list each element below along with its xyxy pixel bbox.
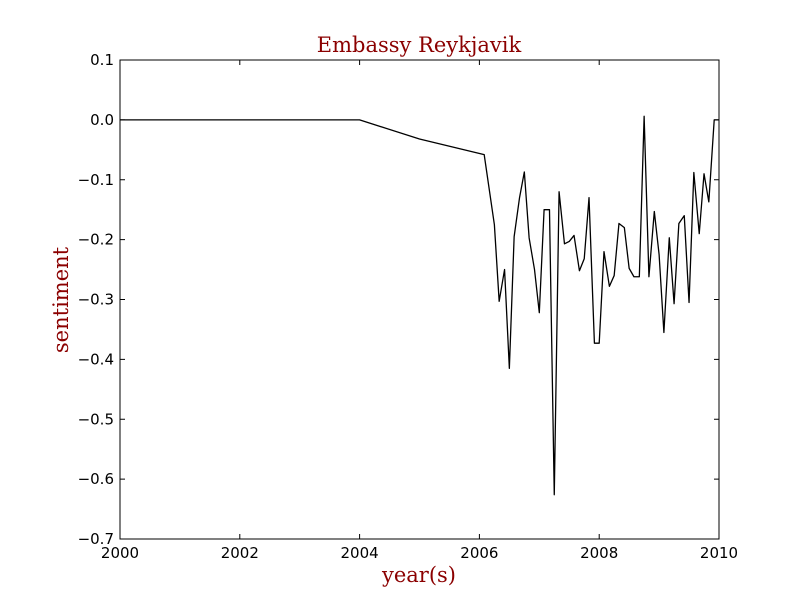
y-tick-label: −0.4 (78, 350, 114, 368)
series-layer (120, 115, 719, 496)
x-axis-label: year(s) (381, 563, 456, 587)
y-axis-label: sentiment (49, 246, 73, 353)
x-tick-label: 2006 (460, 544, 498, 562)
x-tick-label: 2004 (341, 544, 379, 562)
plot-frame (119, 59, 720, 540)
x-tick-label: 2002 (221, 544, 259, 562)
y-tick-label: −0.6 (78, 470, 114, 488)
y-axis: 0.1 0.0 −0.1 −0.2 −0.3 −0.4 −0.5 −0.6 −0.7 (78, 51, 719, 548)
x-tick-label: 2008 (580, 544, 618, 562)
y-tick-label: −0.2 (78, 231, 114, 249)
x-tick-label: 2000 (101, 544, 139, 562)
x-tick-label: 2010 (700, 544, 738, 562)
y-tick-label: −0.5 (78, 410, 114, 428)
y-tick-label: −0.7 (78, 530, 114, 548)
y-tick-label: −0.1 (78, 171, 114, 189)
y-tick-label: 0.0 (90, 111, 114, 129)
y-tick-label: −0.3 (78, 291, 114, 309)
x-axis: 2000 2002 2004 2006 2008 2010 (101, 60, 738, 562)
y-tick-label: 0.1 (90, 51, 114, 69)
chart-title: Embassy Reykjavik (317, 33, 522, 57)
plot-area (119, 59, 720, 540)
series-line (120, 115, 719, 496)
